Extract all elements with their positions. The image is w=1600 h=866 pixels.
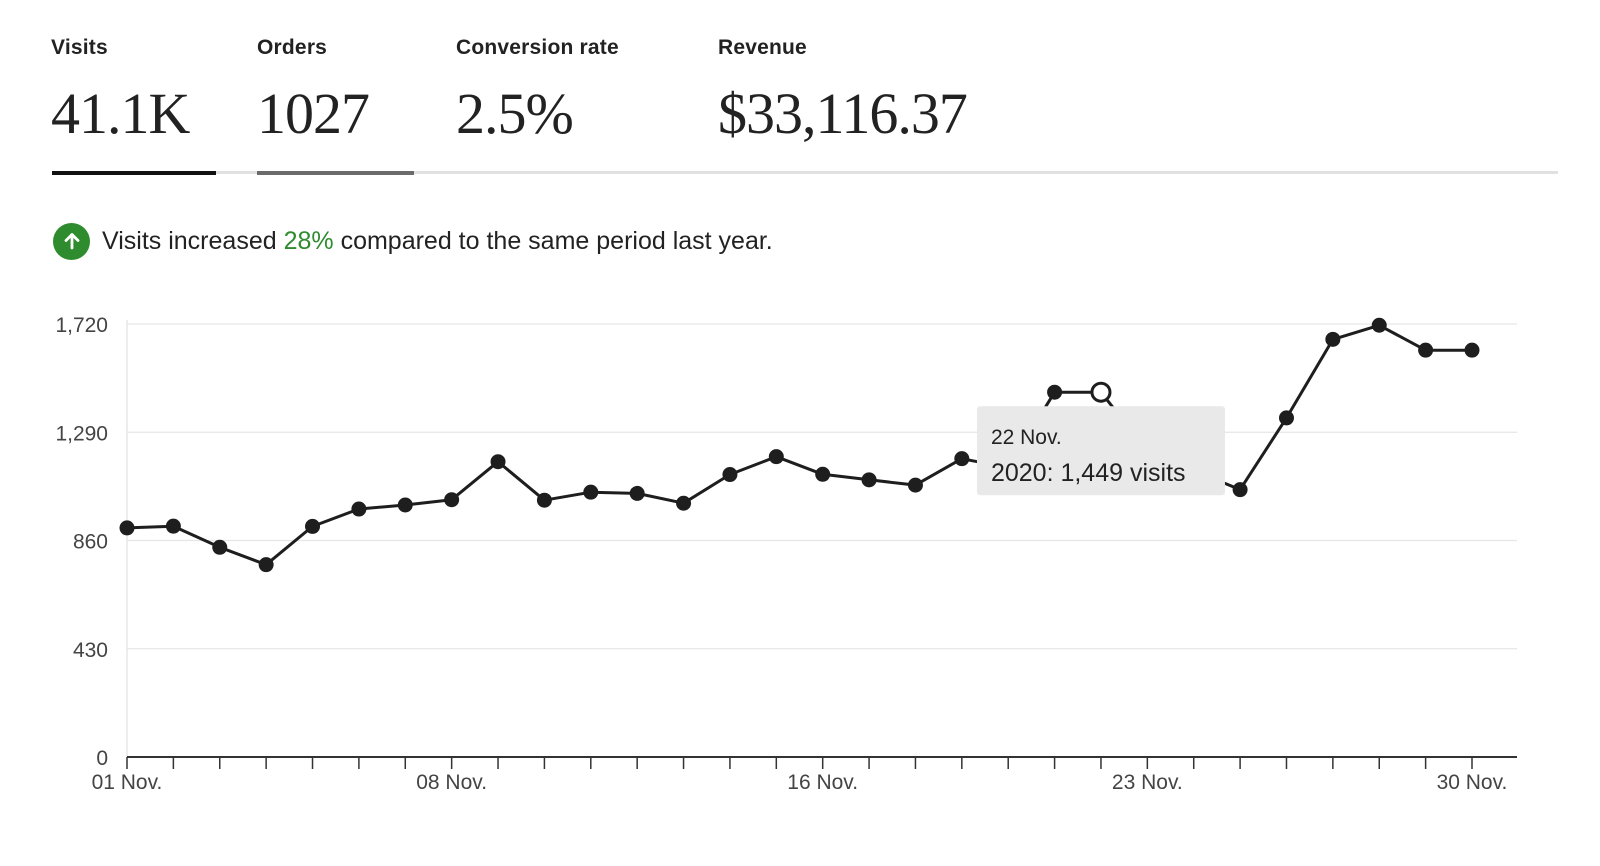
data-point	[444, 492, 460, 508]
metric-tab-conversion-rate[interactable]: Conversion rate 2.5%	[456, 36, 619, 147]
data-point	[861, 472, 877, 488]
metric-label: Orders	[257, 36, 328, 59]
data-point	[351, 501, 367, 517]
data-point	[1047, 384, 1063, 400]
y-tick-label: 1,290	[55, 422, 108, 445]
data-point	[815, 466, 831, 482]
series-line	[126, 323, 1472, 567]
insight-prefix: Visits increased	[102, 226, 284, 255]
data-point	[768, 449, 784, 465]
x-tick-label: 16 Nov.	[787, 771, 858, 794]
metric-tab-revenue[interactable]: Revenue $33,116.37	[718, 36, 968, 147]
data-point	[258, 557, 274, 573]
tooltip-date: 22 Nov.	[991, 426, 1062, 449]
line-chart: 0 430 860 1,290 1,720 01 Nov. 08 Nov. 16 Nov. 23…	[55, 314, 1517, 794]
data-point	[1278, 410, 1294, 426]
x-tick-label: 23 Nov.	[1112, 771, 1183, 794]
data-point	[1418, 342, 1434, 358]
tooltip-value: 2020: 1,449 visits	[991, 459, 1186, 487]
data-point	[119, 520, 135, 536]
data-point	[490, 454, 506, 470]
tab-underline-hover	[257, 171, 414, 175]
data-point	[1325, 331, 1341, 347]
insight-message: Visits increased 28% compared to the sam…	[53, 222, 773, 260]
x-tick-label: 01 Nov.	[92, 771, 163, 794]
chart-tooltip: 22 Nov. 2020: 1,449 visits	[976, 406, 1225, 496]
data-point	[1464, 342, 1480, 358]
data-point	[583, 484, 599, 500]
metric-value: 2.5%	[456, 81, 574, 146]
metrics-tabs: Visits 41.1K Orders 1027 Conversion rate…	[0, 0, 1600, 180]
visits-chart: 0 430 860 1,290 1,720 01 Nov. 08 Nov. 16 Nov. 23…	[0, 290, 1600, 861]
hover-point-marker	[1090, 381, 1112, 403]
tooltip-box	[976, 406, 1225, 496]
insight-text: Visits increased 28% compared to the sam…	[102, 227, 773, 256]
metric-label: Revenue	[718, 36, 807, 59]
data-point	[305, 518, 321, 534]
metric-value: $33,116.37	[718, 81, 968, 146]
data-point	[954, 451, 970, 467]
metric-value: 41.1K	[51, 81, 190, 146]
data-point	[397, 497, 413, 513]
data-point	[1371, 317, 1387, 333]
y-tick-label: 430	[73, 639, 108, 662]
data-point	[722, 467, 738, 483]
tab-track	[53, 171, 1558, 174]
data-point	[536, 492, 552, 508]
data-point	[165, 518, 181, 534]
metric-value: 1027	[257, 81, 370, 146]
metric-label: Conversion rate	[456, 36, 619, 59]
metric-tab-visits[interactable]: Visits 41.1K	[51, 36, 190, 147]
data-point	[1232, 482, 1248, 498]
metric-label: Visits	[51, 36, 108, 59]
insight-suffix: compared to the same period last year.	[333, 226, 773, 255]
x-tick-label: 08 Nov.	[416, 771, 487, 794]
tab-underline-active	[52, 171, 216, 175]
data-point	[907, 477, 923, 493]
arrow-up-circle-icon	[53, 222, 90, 260]
y-tick-label: 860	[73, 531, 108, 554]
data-point	[629, 485, 645, 501]
insight-percent: 28%	[283, 226, 334, 255]
metric-tab-orders[interactable]: Orders 1027	[257, 36, 370, 147]
y-tick-label: 1,720	[55, 314, 108, 337]
data-point	[212, 539, 228, 555]
x-tick-label: 30 Nov.	[1437, 771, 1508, 794]
data-point	[676, 495, 692, 511]
y-tick-label: 0	[96, 747, 108, 770]
